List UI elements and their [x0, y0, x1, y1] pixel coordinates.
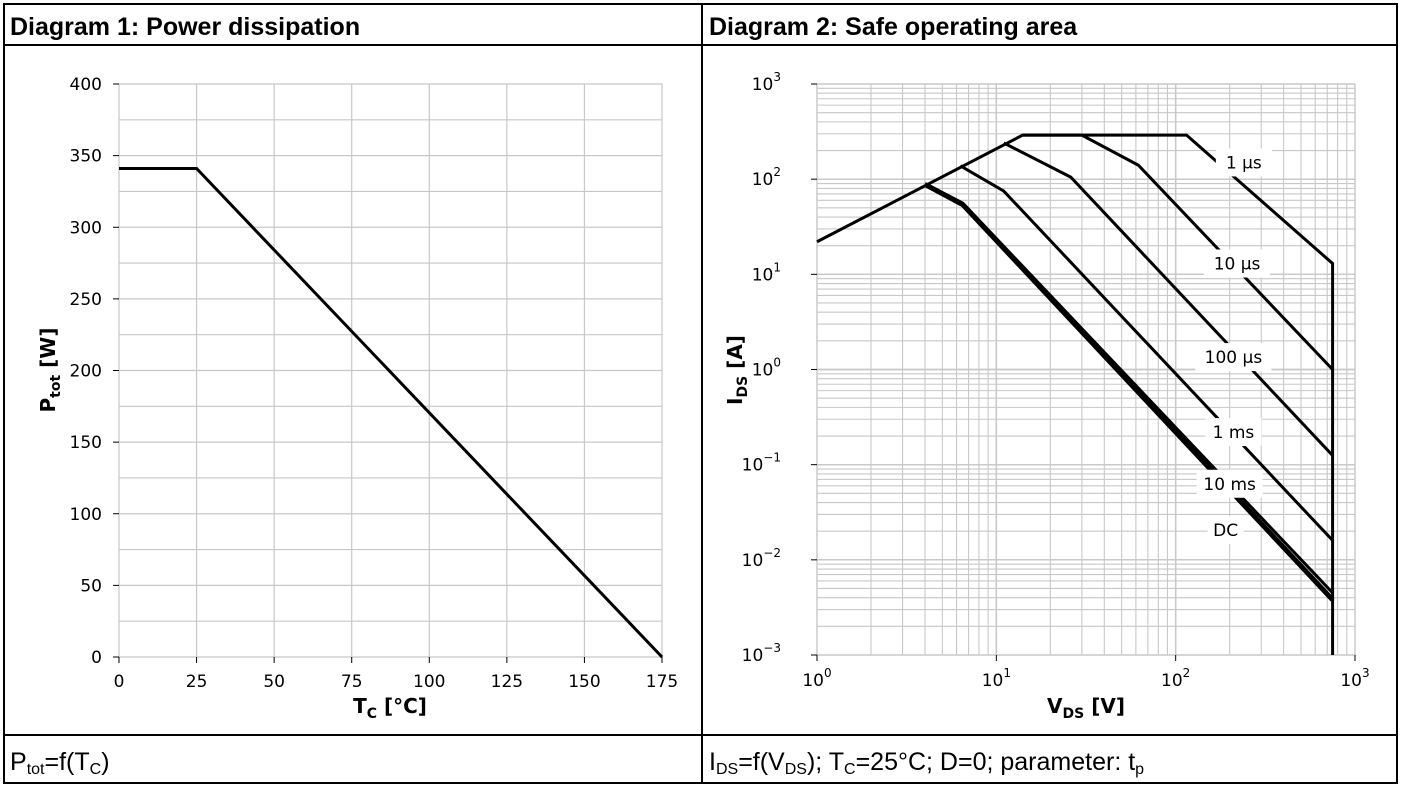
series-line — [119, 167, 664, 659]
y-tick-label: 50 — [80, 576, 102, 596]
diagram1-caption: Ptot=f(TC) — [10, 748, 110, 778]
y-tick-label: 300 — [70, 218, 102, 238]
caption-divider — [3, 734, 1398, 736]
x-tick-label: 0 — [114, 672, 125, 692]
annotation-background — [1205, 418, 1262, 447]
x-tick-label: 101 — [982, 666, 1011, 691]
series-line-10-µs — [1022, 133, 1334, 371]
x-tick-label: 75 — [341, 672, 363, 692]
y-axis-label: Ptot [W] — [36, 328, 64, 413]
x-tick-label: 125 — [491, 672, 523, 692]
series-line-DC — [923, 182, 1335, 602]
x-tick-label: 25 — [186, 672, 208, 692]
series-line-1-µs — [816, 133, 1335, 655]
x-axis-label: VDS [V] — [1047, 694, 1125, 722]
y-tick-label: 100 — [752, 356, 781, 381]
x-tick-label: 102 — [1161, 666, 1190, 691]
column-divider — [701, 3, 703, 784]
figure-frame — [3, 3, 1398, 784]
y-tick-label: 103 — [752, 70, 781, 95]
annotation-label: 10 ms — [1203, 475, 1256, 495]
series-line-1-ms — [959, 164, 1334, 542]
y-tick-label: 10−2 — [742, 546, 781, 571]
y-tick-label: 102 — [752, 165, 781, 190]
y-tick-label: 400 — [70, 75, 102, 95]
diagram2-caption: IDS=f(VDS); TC=25°C; D=0; parameter: tp — [709, 748, 1145, 778]
grid-lines — [816, 83, 1356, 656]
annotation-background — [1207, 516, 1244, 545]
y-axis-label: IDS [A] — [723, 335, 751, 405]
x-tick-label: 50 — [263, 672, 285, 692]
grid-lines — [118, 83, 663, 658]
header-divider — [3, 44, 1398, 46]
annotation-background — [1215, 148, 1272, 177]
annotation-label: 1 ms — [1213, 423, 1255, 443]
annotation-background — [1204, 249, 1271, 278]
diagram2-title: Diagram 2: Safe operating area — [709, 13, 1078, 41]
annotation-label: 10 µs — [1214, 254, 1261, 274]
y-tick-label: 100 — [70, 505, 102, 525]
x-tick-label: 100 — [413, 672, 445, 692]
y-tick-label: 150 — [70, 433, 102, 453]
y-tick-label: 250 — [70, 290, 102, 310]
y-tick-label: 350 — [70, 147, 102, 167]
y-tick-label: 10−3 — [742, 641, 781, 666]
x-tick-label: 175 — [646, 672, 678, 692]
diagram1-title: Diagram 1: Power dissipation — [10, 13, 361, 41]
x-tick-label: 150 — [568, 672, 600, 692]
x-tick-label: 100 — [802, 666, 831, 691]
y-tick-label: 200 — [70, 362, 102, 382]
x-axis-label: TC [°C] — [353, 694, 427, 722]
power-dissipation-chart: 0 25 50 75 100 125 150 175 0 50 100 150 200 250 300 350… — [36, 75, 678, 722]
y-tick-label: 0 — [91, 648, 102, 668]
annotation-background — [1195, 343, 1272, 372]
x-tick-label: 103 — [1340, 666, 1369, 691]
annotation-label: DC — [1213, 521, 1238, 541]
y-tick-label: 101 — [752, 260, 781, 285]
annotation-label: 100 µs — [1205, 348, 1263, 368]
annotation-background — [1196, 469, 1263, 498]
y-tick-label: 10−1 — [742, 451, 781, 476]
annotation-label: 1 µs — [1226, 153, 1262, 173]
